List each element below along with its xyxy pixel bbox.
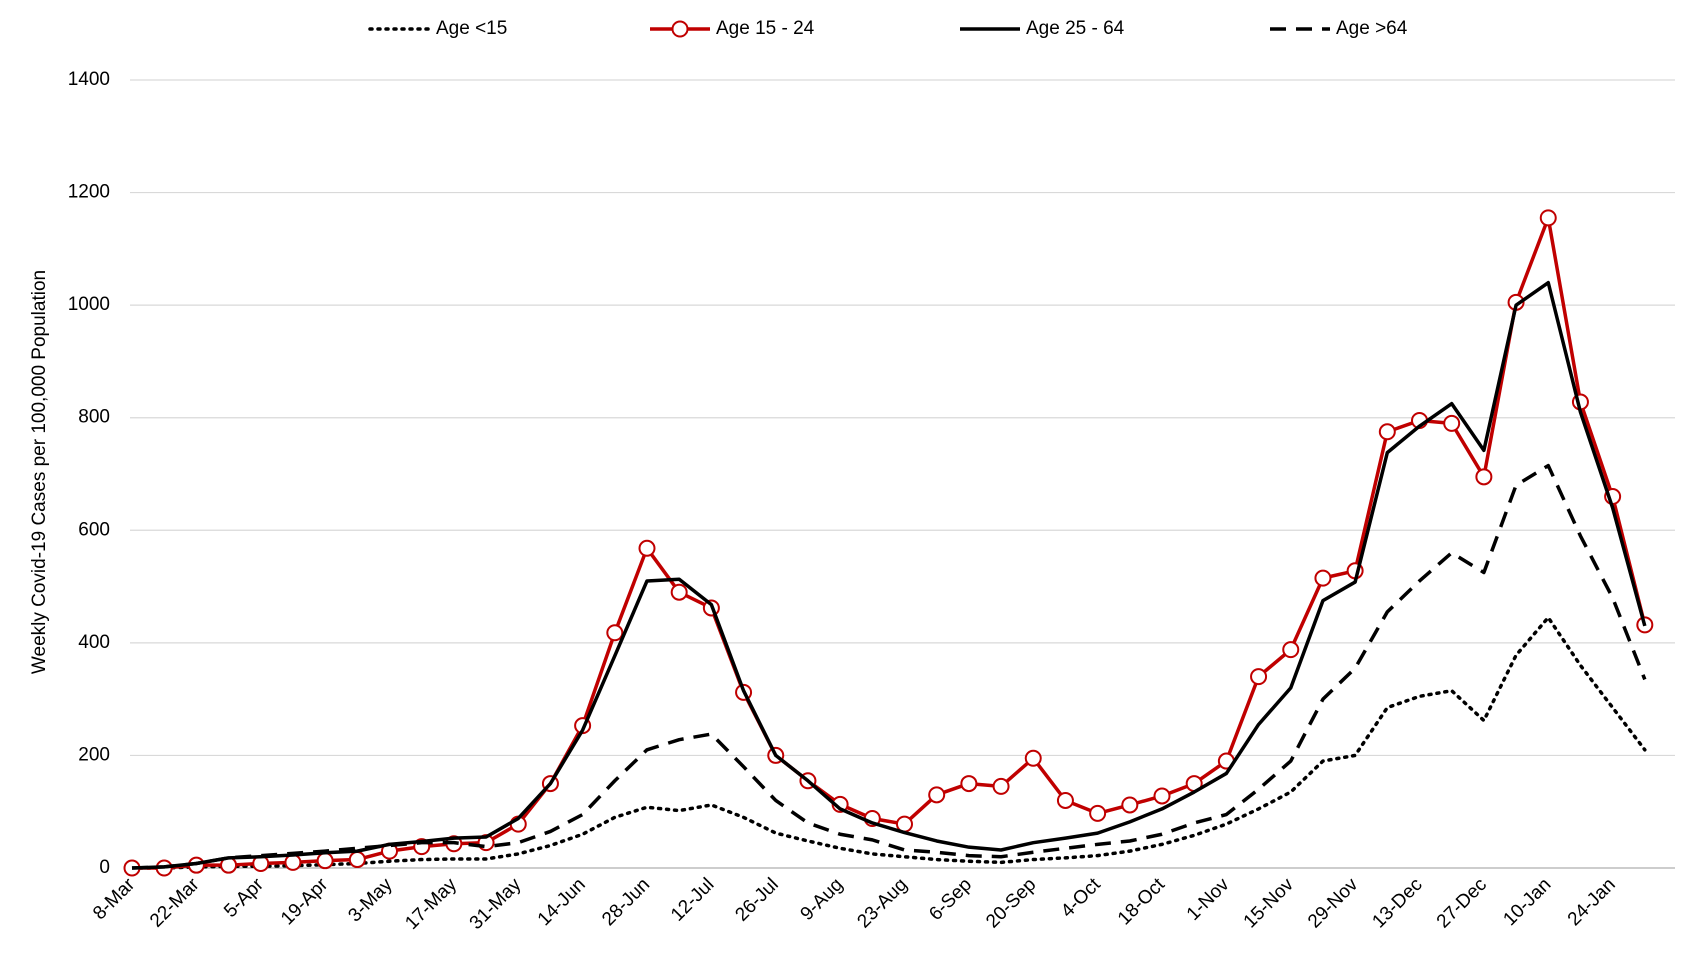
data-point: [928, 786, 946, 804]
data-point: [1314, 569, 1332, 587]
data-point: [1089, 804, 1107, 822]
y-tick-label: 600: [78, 519, 110, 540]
data-point: [960, 775, 978, 793]
x-tick-label: 10-Jan: [1499, 874, 1555, 930]
legend-label: Age 15 - 24: [716, 18, 815, 39]
series-line: [131, 280, 1647, 870]
x-tick-label: 24-Jan: [1564, 874, 1620, 930]
x-tick-label: 12-Jul: [667, 874, 718, 925]
x-tick-label: 26-Jul: [731, 874, 782, 925]
x-tick-label: 14-Jun: [534, 874, 590, 930]
data-point: [1153, 787, 1171, 805]
x-tick-label: 27-Dec: [1433, 874, 1491, 932]
data-point: [1024, 749, 1042, 767]
x-tick-label: 18-Oct: [1114, 874, 1170, 930]
y-tick-label: 1400: [68, 69, 110, 90]
data-point: [1056, 791, 1074, 809]
data-point: [1121, 796, 1139, 814]
data-point: [1378, 423, 1396, 441]
x-tick-label: 1-Nov: [1183, 874, 1234, 925]
series-line: [130, 615, 1647, 870]
x-tick-label: 3-May: [344, 874, 397, 927]
y-tick-label: 1200: [68, 182, 110, 203]
legend-marker: [671, 20, 689, 38]
data-point: [1250, 668, 1268, 686]
y-tick-label: 400: [78, 632, 110, 653]
data-point: [284, 853, 302, 871]
x-tick-label: 15-Nov: [1240, 874, 1299, 933]
series-line: [131, 463, 1647, 870]
data-point: [606, 624, 624, 642]
x-tick-label: 5-Apr: [220, 874, 268, 922]
x-tick-label: 4-Oct: [1057, 874, 1105, 922]
x-tick-label: 17-May: [401, 874, 461, 934]
data-point: [670, 583, 688, 601]
data-point: [992, 777, 1010, 795]
x-tick-label: 8-Mar: [89, 874, 139, 924]
x-tick-label: 19-Apr: [277, 874, 333, 930]
legend-label: Age <15: [436, 18, 507, 39]
y-tick-label: 800: [78, 407, 110, 428]
x-tick-label: 20-Sep: [982, 874, 1040, 932]
y-tick-label: 0: [99, 857, 110, 878]
data-point: [348, 851, 366, 869]
x-tick-label: 22-Mar: [146, 874, 204, 932]
data-point: [638, 539, 656, 557]
data-point: [316, 852, 334, 870]
data-point: [1475, 468, 1493, 486]
x-tick-label: 23-Aug: [853, 874, 911, 932]
x-tick-label: 13-Dec: [1368, 874, 1426, 932]
data-point: [1282, 641, 1300, 659]
x-tick-label: 31-May: [466, 874, 526, 934]
legend-label: Age 25 - 64: [1026, 18, 1125, 39]
data-point: [1443, 414, 1461, 432]
y-tick-label: 200: [78, 744, 110, 765]
series-line: [132, 216, 1647, 870]
x-tick-label: 29-Nov: [1304, 874, 1363, 933]
y-tick-label: 1000: [68, 294, 110, 315]
x-tick-label: 9-Aug: [797, 874, 848, 925]
y-axis-title: Weekly Covid-19 Cases per 100,000 Popula…: [29, 270, 50, 674]
x-tick-label: 28-Jun: [598, 874, 654, 930]
x-tick-label: 6-Sep: [925, 874, 976, 925]
legend-label: Age >64: [1336, 18, 1408, 39]
data-point: [1539, 209, 1557, 227]
